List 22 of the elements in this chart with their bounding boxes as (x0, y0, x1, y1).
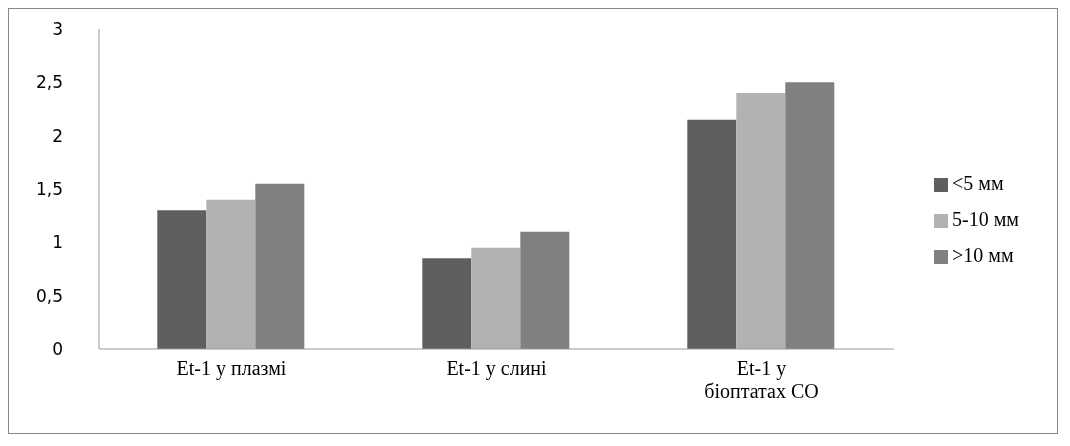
y-tick-label: 3 (52, 19, 63, 40)
y-tick-label: 0 (52, 339, 63, 360)
bar (785, 82, 835, 349)
bar (206, 199, 256, 349)
bar (157, 210, 207, 349)
x-tick-label: Et-1 у слині (446, 357, 548, 380)
y-tick-label: 1 (52, 232, 63, 253)
bar (520, 231, 570, 349)
y-tick-label: 0,5 (35, 285, 63, 306)
legend-label: >10 мм (952, 244, 1014, 266)
bar (471, 247, 521, 349)
bar (687, 119, 737, 349)
y-tick-label: 2,5 (35, 72, 63, 93)
legend-label: 5-10 мм (952, 208, 1019, 230)
x-tick-label: Et-1 у плазмі (176, 357, 287, 380)
legend-label: <5 мм (952, 172, 1004, 194)
y-tick-label: 2 (52, 125, 63, 146)
bar (736, 93, 786, 349)
y-tick-label: 1,5 (35, 179, 63, 200)
x-tick-label: Et-1 у біоптатах СО (704, 357, 819, 402)
bar (255, 183, 305, 349)
bar (422, 258, 472, 349)
